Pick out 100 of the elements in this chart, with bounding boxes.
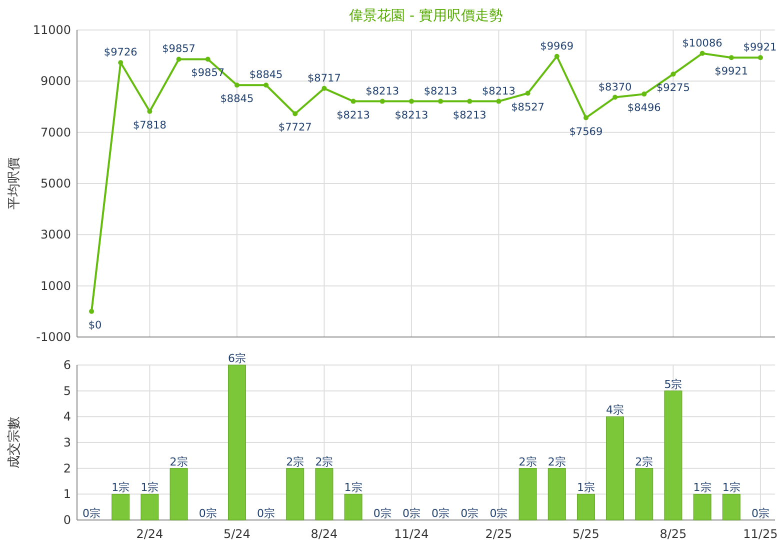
data-label: 0宗: [373, 507, 392, 520]
bar: [693, 494, 712, 520]
bar: [576, 494, 595, 520]
point: [380, 98, 385, 104]
y-tick-label: 4: [63, 410, 71, 424]
data-label: 0宗: [432, 507, 450, 520]
bar: [518, 468, 537, 520]
data-label: $8213: [452, 109, 486, 122]
bar: [635, 468, 654, 520]
data-label: 2宗: [635, 455, 654, 468]
data-label: 0宗: [257, 507, 276, 520]
point: [147, 108, 152, 114]
data-label: 0宗: [460, 507, 479, 520]
data-label: 5宗: [664, 378, 682, 391]
point: [758, 55, 763, 60]
data-label: 1宗: [693, 481, 712, 494]
bar: [606, 416, 624, 520]
y-tick-label: 11000: [32, 23, 71, 37]
chart-title: 偉景花園 - 實用呎價走勢: [349, 8, 503, 24]
point: [89, 308, 94, 314]
y-tick-label: 6: [63, 358, 71, 372]
x-tick-label: 8/25: [660, 527, 687, 541]
point: [292, 111, 298, 116]
data-label: 0宗: [82, 507, 101, 520]
point: [525, 90, 530, 96]
data-label: $8213: [366, 85, 400, 98]
bar: [140, 494, 159, 520]
data-label: $9969: [540, 40, 574, 52]
data-label: 1宗: [576, 481, 595, 494]
data-label: 2宗: [286, 455, 304, 468]
data-label: $9275: [656, 82, 690, 94]
y-tick-label: 3000: [40, 228, 71, 242]
y-tick-label: 7000: [40, 125, 71, 140]
y-tick-label: 9000: [40, 74, 71, 88]
point: [118, 60, 124, 66]
point: [612, 94, 618, 100]
x-tick-label: 5/24: [223, 527, 250, 541]
data-label: 1宗: [140, 481, 159, 494]
point: [554, 54, 560, 59]
bar: [548, 468, 566, 520]
point: [408, 98, 414, 104]
x-tick-label: 5/25: [572, 527, 600, 541]
x-tick-label: 2/24: [136, 527, 164, 541]
data-label: $8213: [336, 109, 370, 122]
x-tick-label: 2/25: [485, 527, 512, 541]
y-axis-title: 平均呎價: [7, 158, 22, 210]
data-label: $8496: [627, 102, 662, 114]
point: [583, 115, 588, 120]
y-tick-label: 2: [63, 461, 71, 476]
data-label: 0宗: [751, 507, 770, 520]
data-label: $8213: [424, 85, 458, 98]
data-label: $9726: [104, 46, 138, 59]
data-label: $8370: [598, 81, 632, 94]
bar: [664, 390, 682, 520]
bar: [112, 494, 130, 520]
point: [700, 50, 705, 56]
point: [728, 55, 734, 60]
bar: [170, 468, 188, 520]
bar: [344, 494, 362, 520]
data-label: 0宗: [490, 507, 508, 520]
data-label: $8717: [308, 72, 341, 84]
data-label: 0宗: [402, 507, 420, 520]
x-tick-label: 8/24: [310, 527, 338, 541]
bar: [315, 468, 334, 520]
data-label: $9921: [714, 66, 748, 78]
data-label: $9857: [191, 67, 225, 80]
data-label: 1宗: [722, 481, 740, 494]
data-label: $8213: [482, 85, 516, 98]
point: [496, 98, 502, 104]
data-label: 6宗: [228, 352, 246, 365]
data-label: 1宗: [344, 481, 362, 494]
data-label: $10086: [682, 37, 723, 50]
x-tick-label: 11/24: [394, 527, 429, 541]
y-tick-label: 3: [63, 436, 71, 450]
y-tick-label: -1000: [36, 330, 71, 344]
point: [176, 56, 182, 62]
point: [205, 56, 210, 62]
point: [234, 82, 240, 88]
data-label: $8845: [249, 69, 283, 82]
data-label: $7569: [569, 126, 603, 138]
y-tick-label: 5000: [40, 176, 71, 190]
data-label: $8845: [220, 93, 254, 106]
data-label: 1宗: [112, 481, 130, 494]
point: [670, 72, 676, 77]
data-label: $0: [88, 319, 102, 332]
data-label: 2宗: [548, 455, 566, 468]
y-tick-label: 5: [63, 384, 71, 398]
point: [642, 92, 647, 97]
data-label: $7727: [278, 122, 312, 134]
data-label: 2宗: [170, 455, 188, 468]
bar: [722, 494, 740, 520]
point: [467, 98, 472, 104]
data-label: 4宗: [606, 404, 624, 417]
data-label: 0宗: [198, 507, 217, 520]
data-label: $7818: [133, 119, 166, 132]
bar: [228, 364, 246, 520]
y-tick-label: 1: [63, 487, 71, 502]
y-tick-label: 0: [63, 513, 71, 527]
data-label: $8213: [394, 109, 428, 122]
point: [322, 86, 327, 91]
